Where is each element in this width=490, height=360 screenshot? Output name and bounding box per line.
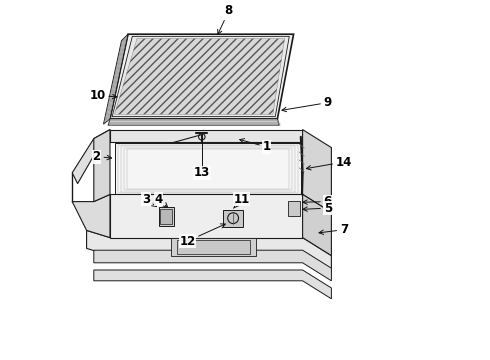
Text: 7: 7 (319, 223, 348, 236)
Polygon shape (160, 209, 172, 224)
Polygon shape (94, 250, 331, 281)
Text: 12: 12 (179, 224, 225, 248)
Polygon shape (288, 201, 300, 216)
Polygon shape (72, 130, 110, 184)
Polygon shape (110, 34, 294, 119)
Polygon shape (103, 34, 128, 124)
Polygon shape (110, 194, 303, 238)
Text: 14: 14 (306, 156, 352, 170)
Polygon shape (94, 130, 110, 202)
Polygon shape (110, 130, 303, 142)
Polygon shape (72, 194, 110, 238)
Polygon shape (108, 119, 279, 125)
Text: 4: 4 (154, 193, 168, 207)
Polygon shape (223, 210, 243, 227)
Polygon shape (176, 240, 250, 254)
Text: 8: 8 (218, 4, 233, 34)
Text: 10: 10 (89, 89, 117, 102)
Polygon shape (94, 270, 331, 299)
Polygon shape (303, 194, 331, 256)
Polygon shape (303, 130, 331, 212)
Text: 6: 6 (303, 195, 332, 208)
Polygon shape (87, 230, 331, 272)
Polygon shape (116, 143, 301, 194)
Text: 13: 13 (194, 166, 210, 179)
Text: 3: 3 (142, 193, 156, 207)
Polygon shape (112, 36, 289, 117)
Polygon shape (115, 39, 285, 114)
Polygon shape (159, 207, 174, 226)
Polygon shape (171, 238, 256, 256)
Text: 11: 11 (233, 193, 249, 208)
Text: 2: 2 (93, 150, 112, 163)
Text: 5: 5 (303, 202, 332, 215)
Text: 1: 1 (240, 139, 270, 153)
Text: 9: 9 (282, 96, 332, 112)
